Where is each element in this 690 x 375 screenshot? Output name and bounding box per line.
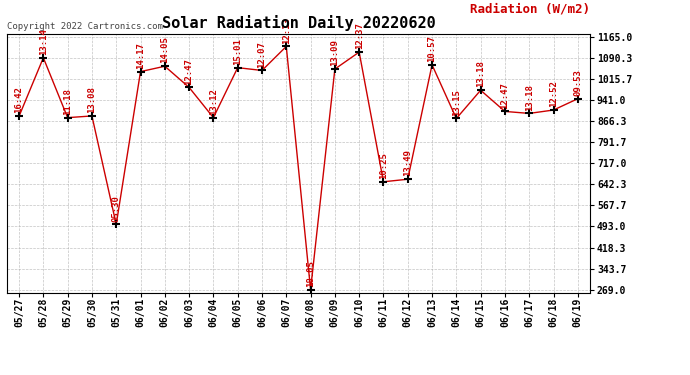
Text: 13:14: 13:14 bbox=[39, 28, 48, 55]
Text: 14:05: 14:05 bbox=[160, 36, 169, 63]
Text: 12:37: 12:37 bbox=[355, 22, 364, 49]
Text: 10:25: 10:25 bbox=[379, 152, 388, 179]
Text: 14:17: 14:17 bbox=[136, 42, 145, 69]
Text: 16:42: 16:42 bbox=[14, 87, 23, 113]
Text: 05:30: 05:30 bbox=[112, 195, 121, 222]
Text: 13:12: 13:12 bbox=[209, 88, 218, 115]
Text: Copyright 2022 Cartronics.com: Copyright 2022 Cartronics.com bbox=[7, 22, 163, 31]
Text: 13:09: 13:09 bbox=[331, 39, 339, 66]
Text: 13:18: 13:18 bbox=[524, 84, 534, 111]
Text: 11:18: 11:18 bbox=[63, 88, 72, 115]
Text: 12:52: 12:52 bbox=[549, 80, 558, 107]
Text: 15:01: 15:01 bbox=[233, 38, 242, 65]
Text: 13:18: 13:18 bbox=[476, 60, 485, 87]
Text: 10:57: 10:57 bbox=[428, 35, 437, 62]
Title: Solar Radiation Daily 20220620: Solar Radiation Daily 20220620 bbox=[161, 15, 435, 31]
Text: 12:47: 12:47 bbox=[500, 82, 509, 109]
Text: 13:08: 13:08 bbox=[88, 86, 97, 113]
Text: 12:47: 12:47 bbox=[185, 58, 194, 85]
Text: Radiation (W/m2): Radiation (W/m2) bbox=[470, 3, 590, 16]
Text: 18:05: 18:05 bbox=[306, 260, 315, 287]
Text: 13:15: 13:15 bbox=[452, 89, 461, 116]
Text: 12:07: 12:07 bbox=[257, 41, 266, 68]
Text: 13:49: 13:49 bbox=[403, 150, 412, 176]
Text: 12:13: 12:13 bbox=[282, 17, 290, 44]
Text: 09:53: 09:53 bbox=[573, 69, 582, 96]
